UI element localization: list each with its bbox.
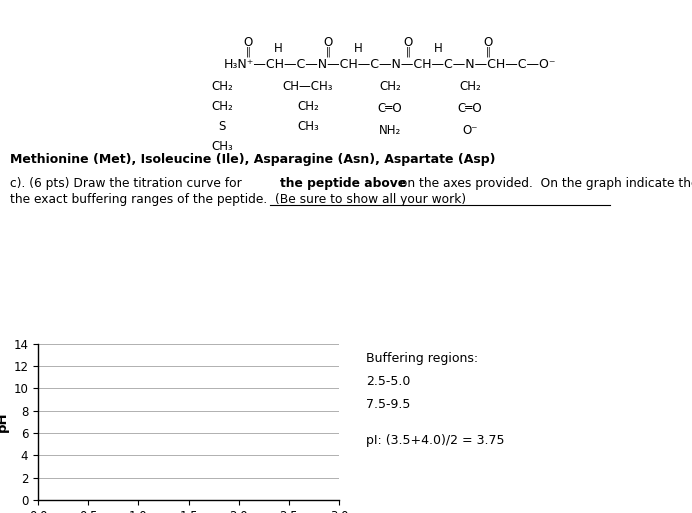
Text: H₃N⁺—CH—C—N—CH—C—N—CH—C—N—CH—C—O⁻: H₃N⁺—CH—C—N—CH—C—N—CH—C—N—CH—C—O⁻ (224, 58, 556, 71)
Text: CH₂: CH₂ (297, 101, 319, 113)
Text: 2.5-5.0: 2.5-5.0 (367, 375, 411, 388)
Y-axis label: pH: pH (0, 411, 9, 432)
Text: CH₂: CH₂ (211, 81, 233, 93)
Text: ‖: ‖ (486, 47, 491, 57)
Text: O: O (244, 36, 253, 49)
Text: H: H (354, 42, 363, 54)
Text: O⁻: O⁻ (462, 125, 477, 137)
Text: S: S (218, 121, 226, 133)
Text: pI: (3.5+4.0)/2 = 3.75: pI: (3.5+4.0)/2 = 3.75 (367, 435, 505, 447)
Text: CH₂: CH₂ (379, 81, 401, 93)
Text: O: O (403, 36, 412, 49)
Text: Methionine (Met), Isoleucine (Ile), Asparagine (Asn), Aspartate (Asp): Methionine (Met), Isoleucine (Ile), Aspa… (10, 153, 495, 167)
Text: CH₂: CH₂ (459, 81, 481, 93)
Text: O: O (484, 36, 493, 49)
Text: NH₂: NH₂ (379, 125, 401, 137)
Text: CH₃: CH₃ (211, 141, 233, 153)
Text: Buffering regions:: Buffering regions: (367, 351, 479, 365)
Text: on the axes provided.  On the graph indicate the pI, and: on the axes provided. On the graph indic… (396, 176, 692, 189)
Text: CH₂: CH₂ (211, 101, 233, 113)
Text: H: H (273, 42, 282, 54)
Text: C═O: C═O (457, 103, 482, 115)
Text: CH—CH₃: CH—CH₃ (283, 81, 334, 93)
Text: H: H (434, 42, 442, 54)
Text: the exact buffering ranges of the peptide.  (Be sure to show all your work): the exact buffering ranges of the peptid… (10, 193, 466, 207)
Text: CH₃: CH₃ (297, 121, 319, 133)
Text: O: O (323, 36, 333, 49)
Text: ‖: ‖ (325, 47, 331, 57)
Text: C═O: C═O (378, 103, 402, 115)
Text: the peptide above: the peptide above (280, 176, 406, 189)
Text: 7.5-9.5: 7.5-9.5 (367, 399, 411, 411)
Text: ‖: ‖ (246, 47, 251, 57)
Text: c). (6 pts) Draw the titration curve for: c). (6 pts) Draw the titration curve for (10, 176, 246, 189)
Text: ‖: ‖ (406, 47, 410, 57)
